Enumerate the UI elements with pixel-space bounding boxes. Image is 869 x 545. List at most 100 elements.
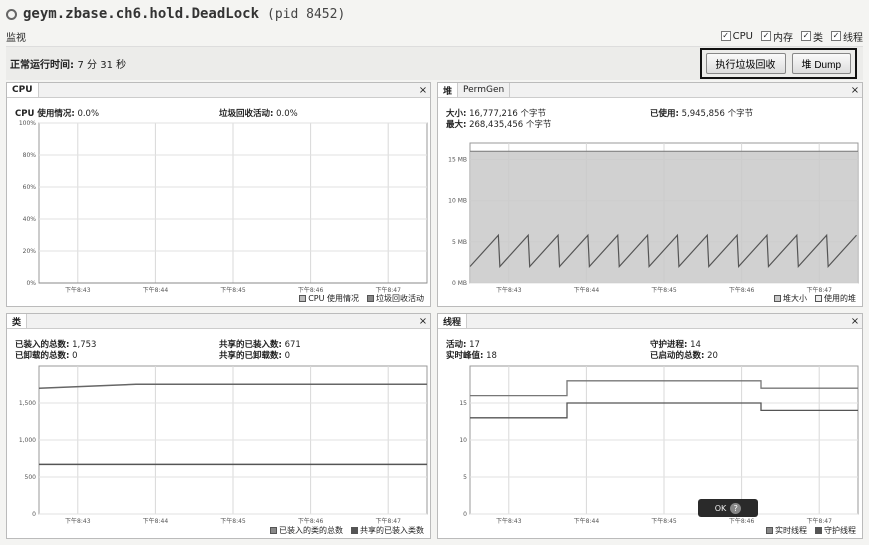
action-buttons: 执行垃圾回收 堆 Dump: [699, 48, 857, 79]
x-tick-label: 下午8:45: [220, 286, 246, 294]
x-tick-label: 下午8:47: [375, 286, 401, 294]
check-memory[interactable]: ✓ 内存: [761, 31, 793, 44]
x-tick-label: 下午8:47: [806, 517, 832, 525]
y-tick-label: 1,500: [19, 400, 36, 407]
heap-size-area: [470, 151, 858, 283]
x-tick-label: 下午8:46: [298, 286, 324, 294]
peak-threads-value: 18: [486, 351, 497, 361]
chart-svg: 下午8:43 下午8:44 下午8:45 下午8:46 下午8:47 0% 20% 40% 60…: [19, 120, 428, 294]
checkbox-icon[interactable]: ✓: [761, 31, 771, 41]
y-tick-label: 0: [463, 511, 467, 518]
y-tick-label: 500: [25, 474, 37, 481]
y-tick-label: 1,000: [19, 437, 36, 444]
check-cpu[interactable]: ✓ CPU: [720, 30, 753, 42]
checkbox-icon[interactable]: ✓: [831, 31, 841, 41]
close-icon[interactable]: ×: [418, 84, 428, 96]
x-tick-label: 下午8:46: [729, 286, 755, 294]
uptime-row: 正常运行时间: 7 分 31 秒 执行垃圾回收 堆 Dump: [6, 46, 863, 80]
legend-swatch: [815, 295, 822, 302]
y-tick-label: 5: [463, 474, 467, 481]
heap-legend: 堆大小 使用的堆: [774, 293, 856, 304]
legend-swatch: [351, 527, 358, 534]
x-tick-label: 下午8:43: [65, 286, 91, 294]
used-heap-line: [469, 233, 857, 269]
x-tick-label: 下午8:44: [574, 517, 600, 525]
shared-loaded-value: 671: [284, 340, 301, 350]
y-tick-label: 10: [459, 437, 467, 444]
tab-threads[interactable]: 线程: [438, 314, 468, 328]
y-tick-label: 0%: [26, 280, 36, 287]
heap-panel: 堆 PermGen × 大小: 16,777,216 个字节 最大: 268,4…: [437, 82, 863, 307]
heap-size-value: 16,777,216 个字节: [469, 109, 546, 119]
threads-legend: 实时线程 守护线程: [766, 525, 856, 536]
y-tick-label: 80%: [23, 152, 37, 159]
x-tick-label: 下午8:45: [651, 517, 677, 525]
series-line: [470, 380, 858, 397]
tab-heap[interactable]: 堆: [438, 83, 459, 97]
tab-cpu[interactable]: CPU: [7, 83, 39, 97]
heap-chart: 下午8:43 下午8:44 下午8:45 下午8:46 下午8:47 0 MB 5 MB 10…: [438, 83, 864, 308]
help-icon[interactable]: ?: [730, 502, 742, 514]
threads-chart: 下午8:43 下午8:44 下午8:45 下午8:46 下午8:47 0 5 10 15: [438, 314, 864, 540]
monitor-bar: 监视 ✓ CPU ✓ 内存 ✓ 类 ✓ 线程: [6, 28, 863, 44]
close-icon[interactable]: ×: [418, 315, 428, 327]
series-line: [38, 383, 427, 389]
monitor-label: 监视: [6, 32, 26, 44]
y-tick-label: 100%: [19, 120, 36, 127]
chart-svg: 下午8:43 下午8:44 下午8:45 下午8:46 下午8:47 0 500 1,000 1…: [19, 365, 428, 525]
status-badge[interactable]: OK ?: [698, 499, 758, 517]
window-title: geym.zbase.ch6.hold.DeadLock: [23, 6, 260, 22]
y-tick-label: 15: [459, 400, 467, 407]
chart-svg: 下午8:43 下午8:44 下午8:45 下午8:46 下午8:47 0 MB 5 MB 10…: [448, 142, 859, 294]
app-icon: [6, 8, 17, 20]
daemon-threads-value: 14: [690, 340, 701, 350]
x-tick-label: 下午8:44: [574, 286, 600, 294]
y-tick-label: 10 MB: [448, 198, 467, 205]
heap-dump-button[interactable]: 堆 Dump: [791, 53, 851, 74]
heap-max-value: 268,435,456 个字节: [469, 120, 552, 130]
checkbox-icon[interactable]: ✓: [720, 31, 731, 41]
close-icon[interactable]: ×: [850, 84, 860, 96]
perform-gc-button[interactable]: 执行垃圾回收: [705, 53, 786, 74]
x-tick-label: 下午8:43: [496, 286, 522, 294]
y-tick-label: 60%: [23, 184, 37, 191]
x-tick-label: 下午8:44: [143, 517, 169, 525]
series-line: [470, 402, 858, 419]
x-tick-label: 下午8:46: [729, 517, 755, 525]
y-tick-label: 0 MB: [452, 280, 467, 287]
cpu-usage-value: 0.0%: [77, 109, 100, 119]
x-tick-label: 下午8:45: [651, 286, 677, 294]
live-threads-value: 17: [469, 340, 480, 350]
x-tick-label: 下午8:43: [65, 517, 91, 525]
legend-swatch: [815, 527, 822, 534]
y-tick-label: 20%: [23, 248, 37, 255]
x-tick-label: 下午8:46: [298, 517, 324, 525]
tab-permgen[interactable]: PermGen: [458, 83, 511, 97]
loaded-classes-value: 1,753: [72, 340, 97, 350]
legend-swatch: [270, 527, 277, 534]
legend-swatch: [299, 295, 307, 302]
started-threads-value: 20: [707, 351, 718, 361]
check-classes[interactable]: ✓ 类: [801, 31, 823, 44]
window-titlebar: geym.zbase.ch6.hold.DeadLock (pid 8452): [0, 0, 869, 28]
legend-swatch: [367, 295, 374, 302]
x-tick-label: 下午8:47: [806, 286, 832, 294]
uptime-value: 7 分 31 秒: [77, 60, 127, 71]
gc-activity-value: 0.0%: [276, 109, 298, 119]
cpu-panel: CPU × CPU 使用情况: 0.0% 垃圾回收活动: 0.0% 下午8:43…: [6, 82, 431, 307]
tab-classes[interactable]: 类: [7, 314, 28, 328]
threads-panel: 线程 × 活动: 17 实时峰值: 18 守护进程: 14 已启动的总数: 20…: [437, 313, 863, 539]
checkbox-icon[interactable]: ✓: [801, 31, 811, 41]
classes-legend: 已装入的类的总数 共享的已装入类数: [270, 525, 424, 536]
x-tick-label: 下午8:43: [496, 517, 522, 525]
legend-swatch: [774, 295, 781, 302]
cpu-legend: CPU 使用情况 垃圾回收活动: [299, 293, 424, 304]
classes-chart: 下午8:43 下午8:44 下午8:45 下午8:46 下午8:47 0 500 1,000 1…: [7, 314, 432, 540]
check-threads[interactable]: ✓ 线程: [831, 31, 863, 44]
close-icon[interactable]: ×: [850, 315, 860, 327]
classes-panel: 类 × 已装入的总数: 1,753 已卸载的总数: 0 共享的已装入数: 671…: [6, 313, 431, 539]
uptime: 正常运行时间: 7 分 31 秒: [10, 60, 127, 71]
window-pid: (pid 8452): [267, 6, 346, 22]
unloaded-classes-value: 0: [72, 351, 78, 361]
y-tick-label: 40%: [23, 216, 37, 223]
